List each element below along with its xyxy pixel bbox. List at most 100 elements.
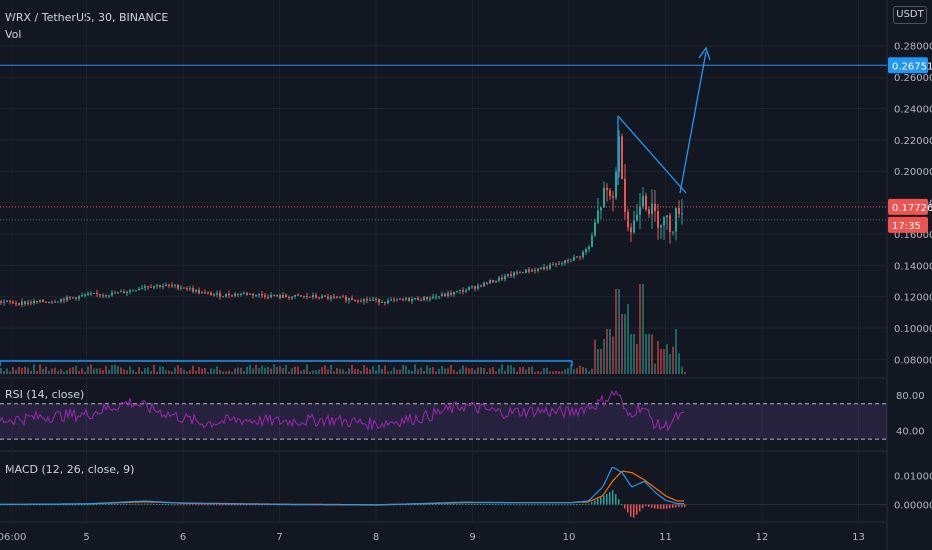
- candle-body: [201, 292, 203, 294]
- volume-bar: [528, 367, 530, 374]
- candle-body: [528, 269, 530, 272]
- macd-histogram-bar: [552, 504, 554, 506]
- volume-bar: [183, 369, 185, 374]
- macd-histogram-bar: [138, 503, 140, 505]
- macd-tick-label: 0.01000: [894, 471, 932, 482]
- macd-histogram-bar: [576, 504, 578, 505]
- candle-body: [534, 269, 536, 271]
- macd-histogram-bar: [33, 504, 35, 506]
- macd-histogram-bar: [99, 504, 101, 506]
- volume-bar: [69, 368, 71, 374]
- macd-histogram-bar: [471, 503, 473, 505]
- volume-bar: [321, 367, 323, 374]
- candle-body: [675, 207, 677, 232]
- x-tick-label: 5: [83, 532, 89, 543]
- volume-bar: [180, 368, 182, 374]
- volume-bar: [405, 365, 407, 374]
- volume-bar: [117, 366, 119, 374]
- volume-bar: [66, 370, 68, 374]
- volume-bar: [672, 346, 674, 374]
- macd-histogram-bar: [663, 504, 665, 509]
- macd-histogram-bar: [243, 504, 245, 506]
- volume-bar: [72, 367, 74, 374]
- candle-body: [189, 288, 191, 290]
- candle-body: [567, 260, 569, 262]
- volume-bar: [222, 371, 224, 374]
- candle-body: [636, 214, 638, 221]
- macd-label[interactable]: MACD (12, 26, close, 9): [5, 463, 135, 476]
- volume-bar: [438, 368, 440, 374]
- candle-body: [501, 277, 503, 280]
- macd-histogram-bar: [183, 504, 185, 506]
- volume-bar: [639, 284, 641, 374]
- candle-body: [552, 264, 554, 266]
- candle-body: [63, 299, 65, 301]
- candle-body: [477, 285, 479, 289]
- countdown-badge-bg: [888, 216, 928, 233]
- candle-body: [288, 297, 290, 299]
- macd-histogram-bar: [246, 504, 248, 506]
- candle-body: [210, 292, 212, 296]
- candle-body: [168, 284, 170, 286]
- macd-histogram-bar: [111, 504, 113, 505]
- candle-body: [648, 209, 650, 215]
- rsi-line: [0, 389, 685, 433]
- candle-body: [471, 286, 473, 288]
- volume-bar: [654, 363, 656, 374]
- macd-tick-label: 0.00000: [894, 500, 932, 511]
- candle-body: [423, 296, 425, 301]
- candle-body: [633, 220, 635, 233]
- macd-histogram-bar: [435, 504, 437, 505]
- macd-histogram-bar: [51, 504, 53, 506]
- macd-histogram-bar: [162, 504, 164, 505]
- volume-bar: [582, 367, 584, 374]
- candle-body: [330, 296, 332, 299]
- candle-body: [459, 290, 461, 292]
- candle-body: [678, 207, 680, 214]
- volume-bar: [162, 366, 164, 374]
- macd-histogram-bar: [444, 504, 446, 505]
- candle-body: [336, 296, 338, 298]
- volume-bar: [114, 364, 116, 374]
- candle-body: [393, 299, 395, 301]
- candle-body: [150, 286, 152, 288]
- volume-bar: [474, 370, 476, 374]
- candle-body: [558, 263, 560, 265]
- volume-bar: [420, 367, 422, 374]
- macd-histogram-bar: [141, 503, 143, 505]
- candle-body: [372, 299, 374, 301]
- volume-bar: [477, 367, 479, 374]
- currency-button[interactable]: USDT: [893, 6, 927, 24]
- volume-bar: [108, 369, 110, 374]
- rsi-label[interactable]: RSI (14, close): [5, 388, 85, 401]
- volume-bar: [576, 368, 578, 374]
- macd-histogram-bar: [237, 504, 239, 506]
- volume-bar: [570, 364, 572, 374]
- volume-bar: [348, 368, 350, 374]
- macd-histogram-bar: [66, 504, 68, 506]
- volume-bar: [111, 365, 113, 374]
- candle-body: [444, 293, 446, 297]
- macd-histogram-bar: [603, 495, 605, 505]
- candle-body: [60, 299, 62, 302]
- volume-bar: [189, 370, 191, 374]
- volume-bar: [513, 367, 515, 374]
- volume-bar: [447, 368, 449, 374]
- candle-body: [543, 266, 545, 269]
- macd-histogram-bar: [555, 504, 557, 506]
- volume-bar: [279, 365, 281, 374]
- macd-histogram-bar: [639, 504, 641, 512]
- macd-histogram-bar: [72, 504, 74, 506]
- macd-histogram-bar: [648, 504, 650, 507]
- volume-bar: [453, 370, 455, 374]
- arrow-head: [698, 46, 711, 61]
- y-tick-label: 0.12000: [894, 293, 932, 304]
- candle-body: [540, 268, 542, 270]
- volume-bar: [678, 353, 680, 374]
- volume-bar: [459, 369, 461, 374]
- candle-body: [447, 292, 449, 297]
- volume-bar: [633, 334, 635, 374]
- macd-histogram-bar: [45, 504, 47, 506]
- macd-histogram-bar: [186, 504, 188, 506]
